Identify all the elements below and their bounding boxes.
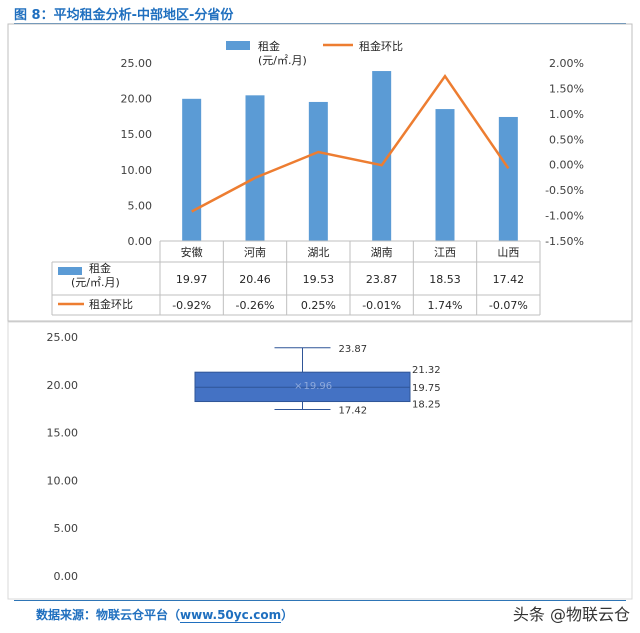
table-bar-key-unit: (元/㎡.月) xyxy=(71,276,120,289)
ratio-value-label: -0.01% xyxy=(362,299,401,312)
right-tick-label: -1.50% xyxy=(545,235,584,248)
category-label: 山西 xyxy=(497,246,519,259)
table-bar-key xyxy=(58,267,82,275)
ratio-value-label: -0.92% xyxy=(172,299,211,312)
box-tick-label: 5.00 xyxy=(54,522,79,535)
rent-value-label: 20.46 xyxy=(239,273,271,286)
right-tick-label: -0.50% xyxy=(545,184,584,197)
left-tick-label: 10.00 xyxy=(121,164,153,177)
left-tick-label: 25.00 xyxy=(121,57,153,70)
mean-marker: × xyxy=(294,381,302,392)
ratio-value-label: -0.26% xyxy=(236,299,275,312)
category-label: 江西 xyxy=(434,246,456,259)
category-label: 河南 xyxy=(244,246,266,259)
table-line-key-label: 租金环比 xyxy=(89,297,133,311)
bar xyxy=(245,95,265,241)
figure-title: 图 8：平均租金分析-中部地区-分省份 xyxy=(14,8,234,23)
right-tick-label: 2.00% xyxy=(549,57,584,70)
right-tick-label: 0.50% xyxy=(549,133,584,146)
q1-label: 18.25 xyxy=(412,400,441,411)
left-axis-ticks: 25.00 20.00 15.00 10.00 5.00 0.00 xyxy=(121,57,153,248)
legend-line-label: 租金环比 xyxy=(359,39,403,53)
box-tick-label: 15.00 xyxy=(47,427,79,440)
legend-bar-unit: (元/㎡.月) xyxy=(258,54,307,67)
ratio-value-label: 1.74% xyxy=(428,299,463,312)
box-chart-frame xyxy=(7,321,633,600)
ratio-value-label: 0.25% xyxy=(301,299,336,312)
category-label: 湖北 xyxy=(307,246,329,259)
left-tick-label: 5.00 xyxy=(128,199,153,212)
right-tick-label: -1.00% xyxy=(545,210,584,223)
bar xyxy=(498,116,518,241)
max-label: 23.87 xyxy=(339,344,368,355)
bar xyxy=(372,71,392,242)
source-label: 数据来源：物联云仓平台（ xyxy=(36,608,181,622)
right-tick-label: 0.00% xyxy=(549,159,584,172)
source-link[interactable]: www.50yc.com xyxy=(180,608,282,623)
bar xyxy=(308,101,328,241)
left-tick-label: 15.00 xyxy=(121,128,153,141)
combo-chart-frame xyxy=(7,23,633,322)
box-tick-label: 10.00 xyxy=(47,474,79,487)
source-end: ） xyxy=(281,608,294,622)
mean-label: 19.96 xyxy=(304,381,333,392)
box-tick-label: 20.00 xyxy=(47,379,79,392)
rent-value-label: 19.97 xyxy=(176,273,208,286)
box-axis-ticks: 25.00 20.00 15.00 10.00 5.00 0.00 xyxy=(47,331,79,583)
category-label: 湖南 xyxy=(371,246,393,259)
footer-divider xyxy=(14,600,626,601)
box-tick-label: 0.00 xyxy=(54,570,79,583)
table-bar-key-label: 租金 xyxy=(89,261,111,275)
right-tick-label: 1.00% xyxy=(549,108,584,121)
left-tick-label: 20.00 xyxy=(121,93,153,106)
rent-value-label: 23.87 xyxy=(366,273,398,286)
min-label: 17.42 xyxy=(339,405,368,416)
left-tick-label: 0.00 xyxy=(128,235,153,248)
right-tick-label: 1.50% xyxy=(549,82,584,95)
watermark: 头条 @物联云仓 xyxy=(512,605,630,624)
right-axis-ticks: 2.00% 1.50% 1.00% 0.50% 0.00% -0.50% -1.00% -1.… xyxy=(545,57,584,248)
combo-legend: 租金 (元/㎡.月) 租金环比 xyxy=(226,39,403,67)
bar xyxy=(182,98,202,241)
legend-bar-swatch xyxy=(226,41,250,50)
ratio-line-series xyxy=(191,74,510,213)
box-plot: × 19.96 23.87 21.32 19.75 18.25 17.42 xyxy=(194,344,441,416)
box-tick-label: 25.00 xyxy=(47,331,79,344)
rent-value-label: 17.42 xyxy=(493,273,525,286)
q3-label: 21.32 xyxy=(412,365,441,376)
legend-bar-label: 租金 xyxy=(258,39,280,53)
bar xyxy=(435,109,455,241)
rent-value-label: 19.53 xyxy=(303,273,335,286)
rent-value-label: 18.53 xyxy=(429,273,461,286)
category-label: 安徽 xyxy=(181,245,203,259)
data-table: 安徽 19.97 -0.92% 河南 20.46 -0.26% 湖北 19.53 0.25% 湖南… xyxy=(51,240,541,316)
bar-series xyxy=(182,71,518,242)
median-label: 19.75 xyxy=(412,383,441,394)
ratio-value-label: -0.07% xyxy=(489,299,528,312)
data-source: 数据来源：物联云仓平台（www.50yc.com） xyxy=(36,606,293,623)
